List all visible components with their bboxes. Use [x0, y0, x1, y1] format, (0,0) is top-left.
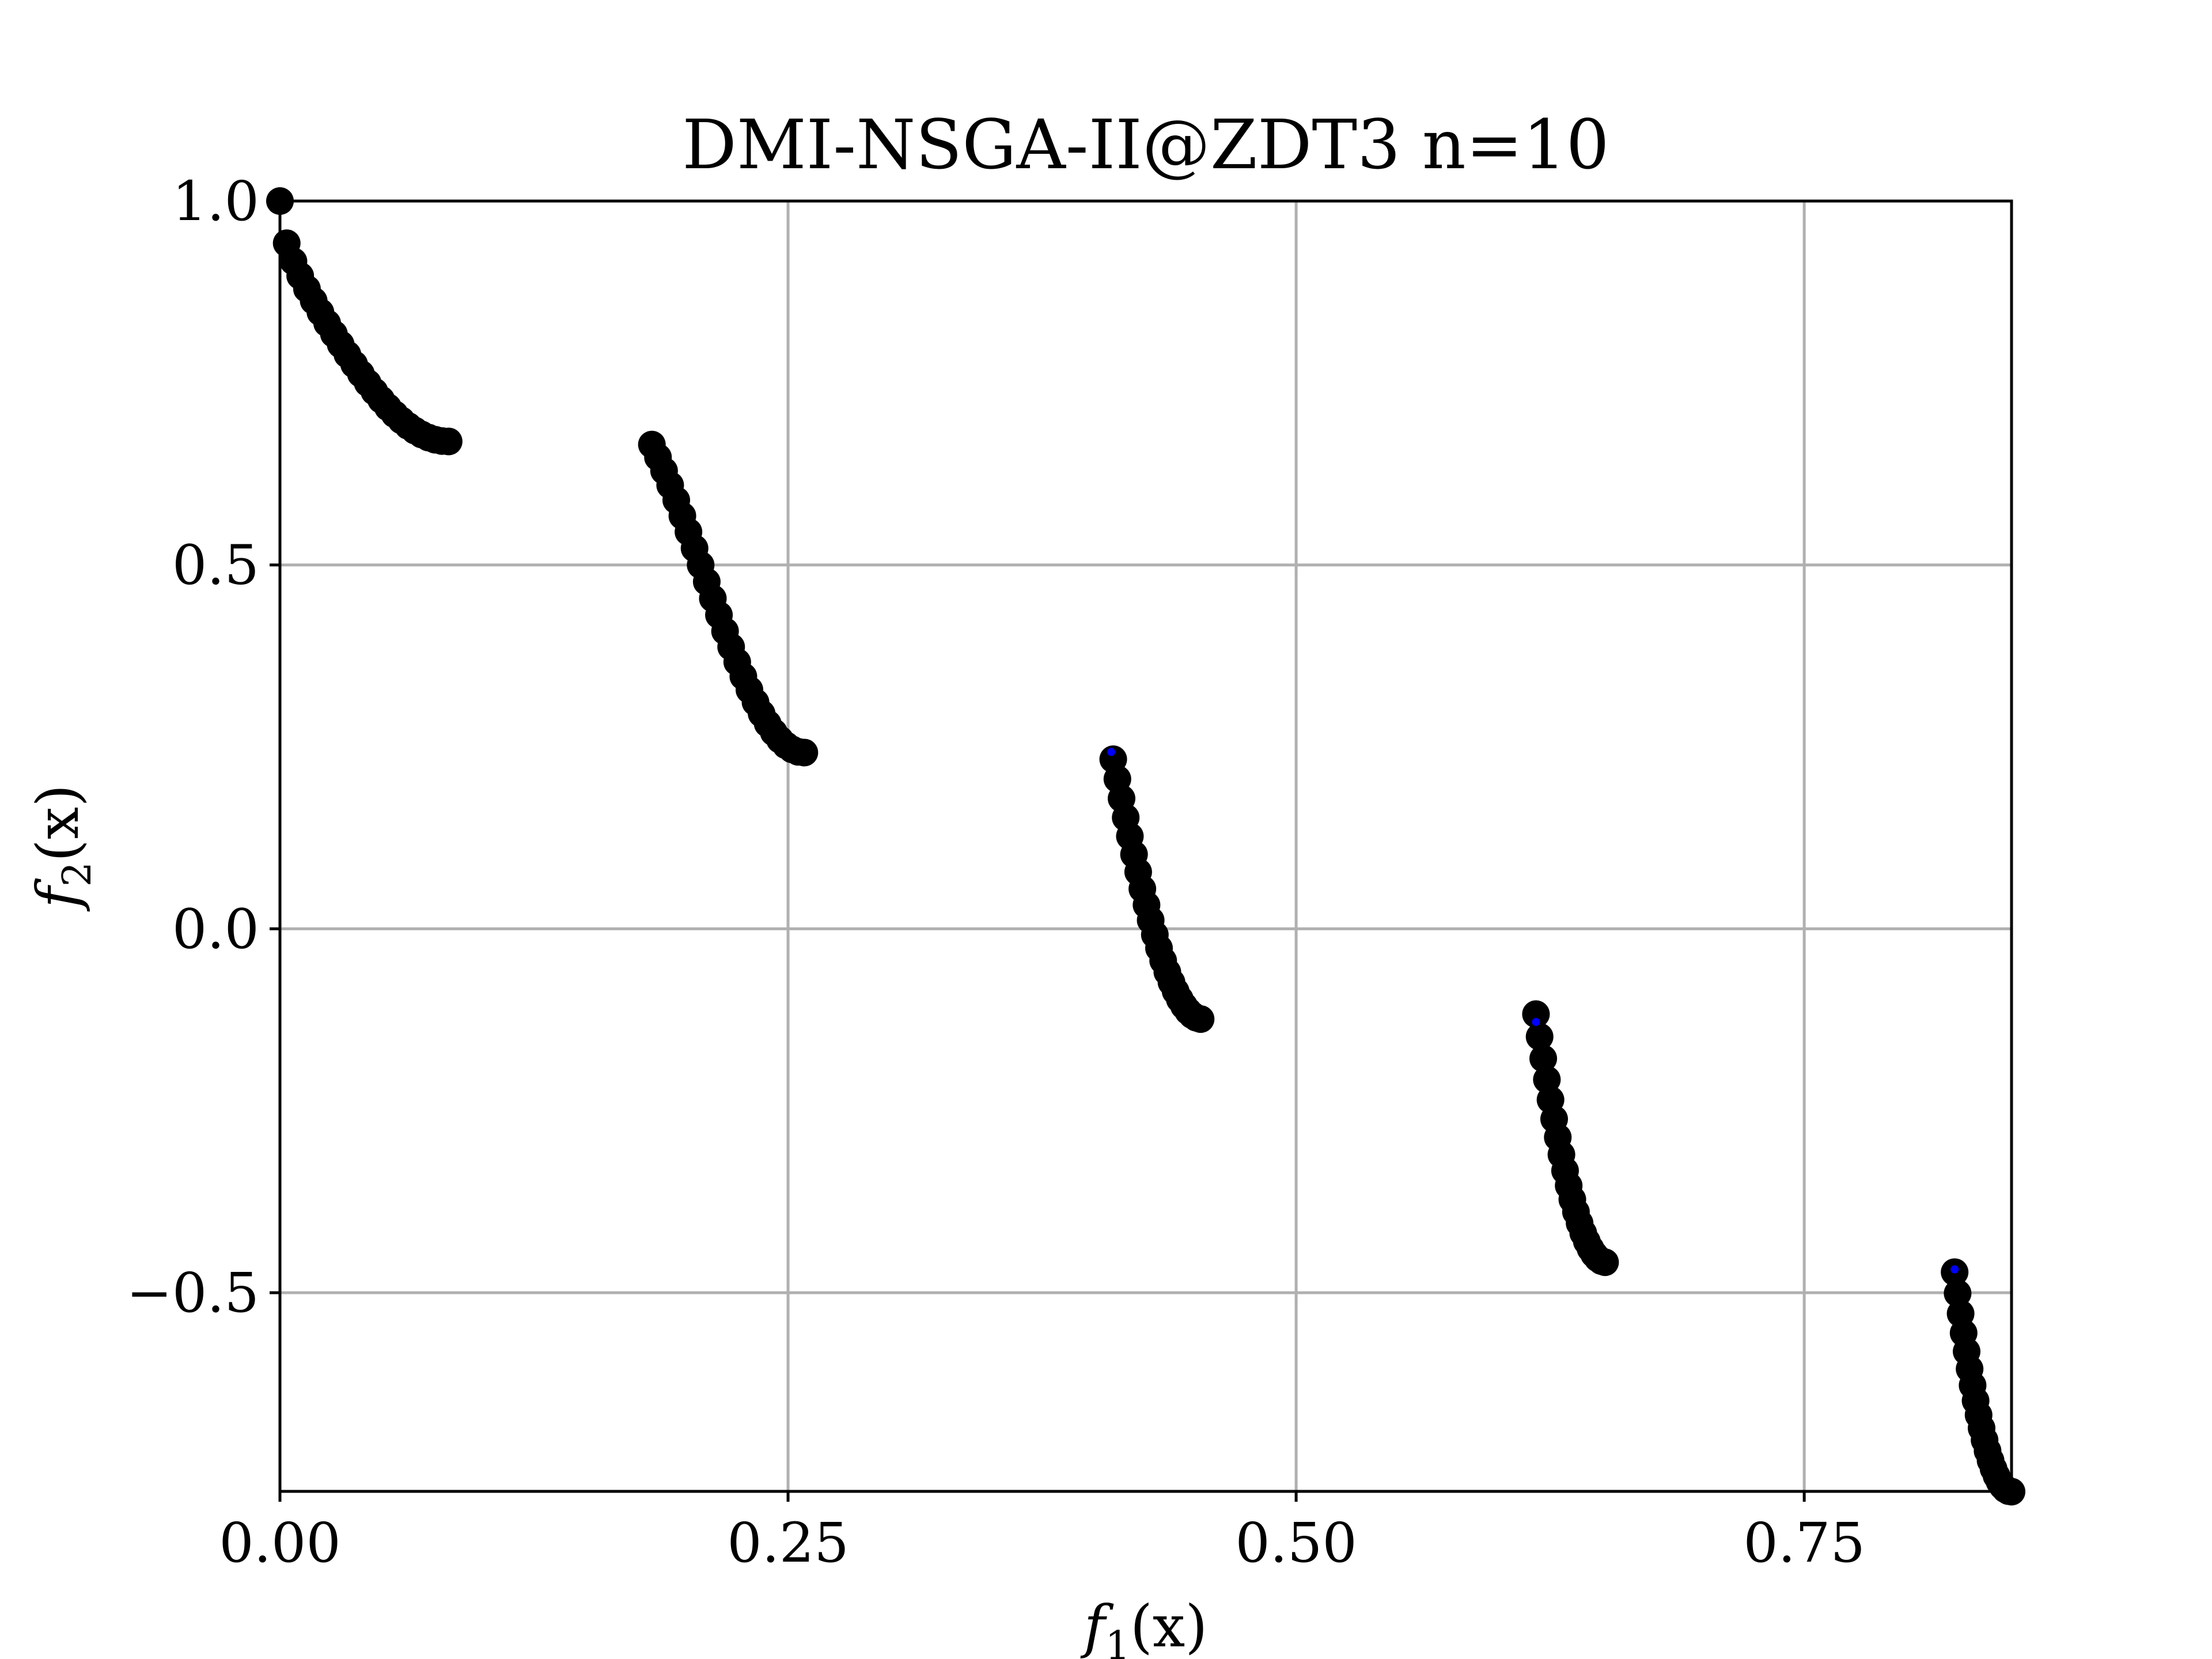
plot-frame — [278, 199, 2013, 1493]
x-tick-label: 0.50 — [1235, 1512, 1357, 1575]
y-axis-label: f2(x) — [24, 785, 100, 912]
pareto-point — [1529, 1044, 1558, 1073]
pareto-points — [266, 187, 2025, 1506]
pareto-point — [1187, 1005, 1215, 1033]
y-tick-label: −0.5 — [126, 1262, 259, 1325]
grid — [278, 199, 2012, 1491]
x-tick-label: 0.25 — [727, 1512, 849, 1575]
pareto-point — [1591, 1248, 1619, 1277]
x-tick-label: 0.75 — [1743, 1512, 1865, 1575]
axis-ticks: 0.00 0.25 0.50 0.75 1.0 0.5 0.0 −0.5 — [126, 170, 1865, 1575]
pareto-point — [1944, 1279, 1972, 1308]
reference-point — [1532, 1018, 1540, 1027]
y-tick-label: 1.0 — [172, 170, 259, 233]
reference-point — [1107, 748, 1116, 756]
pareto-point — [790, 738, 819, 767]
y-tick-label: 0.0 — [172, 897, 259, 961]
x-axis-label: f1(x) — [1080, 1593, 1208, 1659]
pareto-point — [434, 427, 463, 456]
reference-point — [1950, 1265, 1959, 1274]
pareto-point — [1522, 1000, 1550, 1028]
chart-title: DMI-NSGA-II@ZDT3 n=10 — [682, 105, 1609, 184]
x-tick-label: 0.00 — [219, 1512, 341, 1575]
pareto-point — [1525, 1022, 1554, 1051]
y-tick-label: 0.5 — [172, 534, 259, 597]
